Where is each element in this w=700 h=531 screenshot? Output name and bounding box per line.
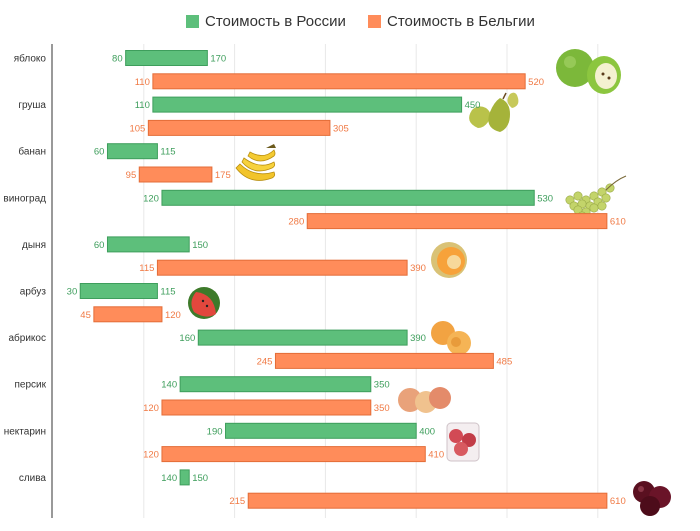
category-label: слива xyxy=(19,473,47,484)
value-label-high: 485 xyxy=(496,356,512,367)
bar-russia[interactable] xyxy=(161,189,535,206)
category-label: банан xyxy=(18,146,46,158)
apricot-icon xyxy=(431,321,471,355)
value-label-low: 120 xyxy=(143,403,159,414)
category-label: абрикос xyxy=(9,332,47,344)
value-label-low: 140 xyxy=(161,473,177,484)
value-label-high: 120 xyxy=(165,310,181,321)
plum-icon xyxy=(633,481,671,516)
value-label-high: 305 xyxy=(333,123,349,134)
value-label-high: 530 xyxy=(537,193,553,204)
bar-belgium[interactable] xyxy=(93,306,163,323)
bar-belgium[interactable] xyxy=(156,259,408,276)
value-label-high: 410 xyxy=(428,450,444,461)
apple-icon xyxy=(556,49,621,94)
bar-belgium[interactable] xyxy=(152,73,526,90)
fruit-icons xyxy=(188,49,671,516)
bar-belgium[interactable] xyxy=(147,119,331,136)
value-label-high: 150 xyxy=(192,473,208,484)
value-label-high: 115 xyxy=(160,287,175,298)
category-label: яблоко xyxy=(14,53,47,65)
grape-icon xyxy=(565,175,627,221)
value-label-high: 150 xyxy=(192,240,208,251)
value-label-low: 30 xyxy=(67,287,78,298)
value-label-high: 450 xyxy=(465,100,481,111)
category-label: виноград xyxy=(3,193,46,204)
value-label-low: 190 xyxy=(207,426,223,437)
value-label-low: 120 xyxy=(143,450,159,461)
legend-item-russia[interactable]: Стоимость в России xyxy=(186,10,346,32)
value-label-high: 520 xyxy=(528,77,544,88)
melon-icon xyxy=(431,242,467,278)
value-label-low: 110 xyxy=(135,100,150,111)
pear-icon xyxy=(469,92,519,132)
bar-russia[interactable] xyxy=(197,329,408,346)
value-label-low: 60 xyxy=(94,147,105,158)
bar-belgium[interactable] xyxy=(274,352,494,369)
category-label: дыня xyxy=(22,240,46,251)
value-label-high: 400 xyxy=(419,426,435,437)
labels: яблоко 80 170 110 520 груша 110 450 105 305 банан 6… xyxy=(3,53,625,508)
legend-swatch-belgium xyxy=(368,14,381,28)
value-label-low: 105 xyxy=(129,123,145,134)
value-label-low: 160 xyxy=(179,333,195,344)
bar-russia[interactable] xyxy=(179,469,190,486)
value-label-low: 110 xyxy=(135,77,150,88)
value-label-low: 45 xyxy=(80,310,91,321)
peach-icon xyxy=(398,387,451,413)
value-label-low: 60 xyxy=(94,240,105,251)
category-label: груша xyxy=(18,100,46,111)
nectarine-icon xyxy=(446,422,480,462)
bar-russia[interactable] xyxy=(125,50,208,66)
value-label-low: 140 xyxy=(161,380,177,391)
watermelon-icon xyxy=(188,287,220,319)
bar-belgium[interactable] xyxy=(247,492,608,509)
value-label-high: 350 xyxy=(374,380,390,391)
legend-label-russia: Стоимость в России xyxy=(205,12,346,30)
value-label-high: 350 xyxy=(374,403,390,414)
bar-belgium[interactable] xyxy=(306,213,608,230)
value-label-high: 175 xyxy=(215,170,231,181)
value-label-high: 170 xyxy=(210,54,226,65)
bar-belgium[interactable] xyxy=(161,399,372,416)
value-label-low: 80 xyxy=(112,54,123,65)
value-label-low: 215 xyxy=(229,496,245,507)
bars xyxy=(79,50,608,509)
bar-belgium[interactable] xyxy=(138,166,213,183)
category-label: нектарин xyxy=(4,426,46,437)
legend-label-belgium: Стоимость в Бельгии xyxy=(387,12,535,30)
value-label-high: 390 xyxy=(410,333,426,344)
value-label-high: 115 xyxy=(160,147,175,158)
legend-swatch-russia xyxy=(186,14,199,28)
value-label-high: 390 xyxy=(410,263,426,274)
banana-icon xyxy=(235,144,276,181)
value-label-low: 115 xyxy=(139,263,154,274)
value-label-high: 610 xyxy=(610,496,626,507)
value-label-low: 120 xyxy=(143,193,159,204)
bar-russia[interactable] xyxy=(225,422,417,439)
value-label-low: 245 xyxy=(257,356,273,367)
legend: Стоимость в России Стоимость в Бельгии xyxy=(0,10,700,32)
bar-russia[interactable] xyxy=(179,376,372,393)
value-label-high: 610 xyxy=(610,217,626,228)
bar-russia[interactable] xyxy=(106,143,158,160)
bar-russia[interactable] xyxy=(152,96,463,113)
bar-belgium[interactable] xyxy=(161,446,426,463)
bar-russia[interactable] xyxy=(106,236,190,253)
bar-russia[interactable] xyxy=(79,283,158,299)
category-label: арбуз xyxy=(20,286,47,298)
legend-item-belgium[interactable]: Стоимость в Бельгии xyxy=(368,10,535,32)
category-label: персик xyxy=(15,380,47,391)
value-label-low: 95 xyxy=(126,170,137,181)
value-label-low: 280 xyxy=(288,217,304,228)
